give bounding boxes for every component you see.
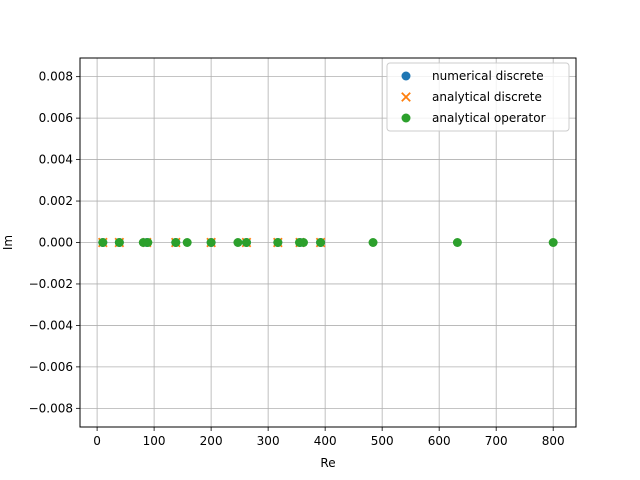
x-tick-label: 0 xyxy=(93,434,101,448)
legend: numerical discrete analytical discrete ana… xyxy=(386,62,570,132)
x-tick-label: 300 xyxy=(257,434,280,448)
legend-item: analytical discrete xyxy=(401,90,542,104)
y-tick-label: 0.006 xyxy=(39,111,73,125)
data-point xyxy=(241,238,251,247)
data-point xyxy=(206,238,216,247)
legend-marker xyxy=(401,71,411,81)
y-tick-label: −0.002 xyxy=(29,277,73,291)
x-tick-label: 800 xyxy=(542,434,565,448)
data-point xyxy=(316,238,326,247)
data-point xyxy=(298,238,308,247)
data-point xyxy=(233,238,243,247)
x-tick-label: 400 xyxy=(314,434,337,448)
data-point xyxy=(273,238,283,247)
y-tick-label: 0.000 xyxy=(39,236,73,250)
legend-label: analytical discrete xyxy=(432,90,542,104)
legend-marker xyxy=(401,92,411,102)
y-tick-label: −0.006 xyxy=(29,360,73,374)
data-point xyxy=(182,238,192,247)
legend-marker xyxy=(401,113,411,123)
data-point xyxy=(114,238,124,247)
x-tick-label: 100 xyxy=(143,434,166,448)
y-tick-label: −0.008 xyxy=(29,401,73,415)
x-axis-label: Re xyxy=(320,456,335,470)
data-point xyxy=(171,238,181,247)
y-tick-label: −0.004 xyxy=(29,318,73,332)
y-tick-label: 0.004 xyxy=(39,153,73,167)
x-tick-label: 200 xyxy=(200,434,223,448)
data-point xyxy=(452,238,462,247)
data-point xyxy=(143,238,153,247)
data-point xyxy=(98,238,108,247)
x-tick-label: 700 xyxy=(485,434,508,448)
legend-item: analytical operator xyxy=(401,111,546,125)
legend-box xyxy=(386,62,570,132)
y-tick-label: 0.002 xyxy=(39,194,73,208)
data-point xyxy=(548,238,558,247)
y-axis-label: Im xyxy=(1,235,15,250)
y-tick-label: 0.008 xyxy=(39,70,73,84)
series-2 xyxy=(98,238,558,247)
y-axis-ticks: −0.008 −0.006 −0.004 −0.002 0.000 0.002 0.004 0… xyxy=(29,70,80,415)
data-points xyxy=(97,237,558,248)
x-axis-ticks: 0 100 200 300 400 500 600 700 800 xyxy=(93,427,565,448)
legend-label: numerical discrete xyxy=(432,69,544,83)
legend-item: numerical discrete xyxy=(401,69,544,83)
legend-label: analytical operator xyxy=(432,111,546,125)
x-tick-label: 600 xyxy=(428,434,451,448)
x-tick-label: 500 xyxy=(371,434,394,448)
data-point xyxy=(368,238,378,247)
